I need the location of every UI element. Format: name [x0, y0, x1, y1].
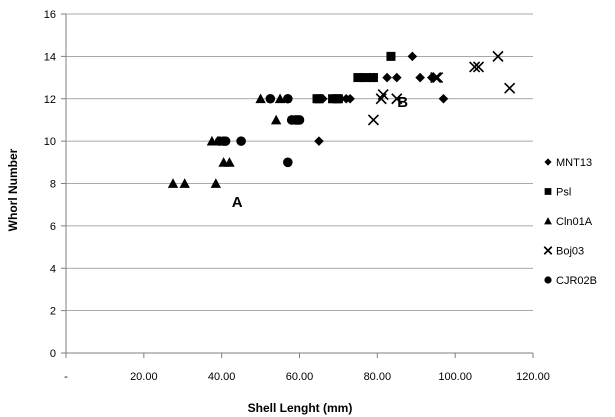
point-psl-8: [386, 51, 396, 61]
x-tick-label: 100.00: [438, 371, 472, 383]
y-tick-label: 14: [44, 51, 56, 63]
point-psl-5: [353, 73, 363, 83]
y-tick-label: 10: [44, 136, 56, 148]
point-cln01a-1: [179, 178, 190, 188]
point-cjr02b-2: [220, 136, 231, 146]
x-tick-label: -: [64, 371, 68, 383]
x-tick-label: 80.00: [364, 371, 392, 383]
legend-label-cjr02b: CJR02B: [556, 275, 597, 287]
y-tick-label: 4: [50, 263, 56, 275]
legend-label-mnt13: MNT13: [556, 157, 592, 169]
legend-label-psl: Psl: [556, 187, 571, 199]
point-psl-1: [314, 94, 324, 104]
point-boj03-2: [377, 88, 389, 101]
data-points: [167, 50, 516, 188]
legend-marker-boj03: [543, 246, 553, 255]
point-psl-7: [368, 73, 378, 83]
point-cjr02b-5: [283, 93, 293, 104]
point-boj03-4: [430, 71, 442, 84]
point-boj03-5: [432, 71, 444, 84]
point-mnt13-4: [345, 93, 355, 104]
x-tick-label: 40.00: [208, 371, 236, 383]
legend-marker-cjr02b: [544, 276, 552, 284]
y-tick-label: 12: [44, 94, 56, 106]
annotations: AB: [232, 94, 408, 211]
point-cln01a-2: [210, 178, 222, 188]
point-cln01a-6: [224, 157, 235, 167]
point-mnt13-0: [314, 136, 324, 146]
point-mnt13-9: [391, 72, 402, 83]
point-mnt13-13: [438, 93, 449, 104]
y-tick-label: 16: [44, 9, 56, 21]
legend-label-cln01a: Cln01A: [556, 216, 593, 228]
point-boj03-9: [504, 82, 516, 94]
annotation-label-b: B: [397, 94, 408, 111]
x-tick-label: 120.00: [516, 371, 550, 383]
legend-label-boj03: Boj03: [556, 246, 584, 258]
legend-marker-mnt13: [544, 158, 552, 166]
point-psl-6: [361, 73, 371, 83]
point-cjr02b-4: [265, 93, 276, 104]
point-mnt13-11: [415, 72, 425, 83]
y-tick-label: 8: [50, 179, 56, 191]
legend: MNT13 Psl Cln01A Boj03 CJR02B: [543, 157, 597, 287]
point-boj03-8: [492, 50, 504, 62]
y-axis-title: Whorl Number: [6, 148, 20, 231]
point-mnt13-10: [407, 51, 418, 62]
point-cjr02b-6: [283, 157, 293, 168]
point-boj03-6: [469, 61, 481, 73]
point-cln01a-9: [274, 93, 286, 104]
y-tick-label: 2: [50, 306, 56, 318]
legend-marker-cln01a: [544, 217, 552, 225]
x-tick-label: 20.00: [130, 371, 158, 383]
point-boj03-0: [367, 114, 380, 126]
point-psl-4: [333, 94, 343, 104]
point-boj03-7: [472, 61, 485, 73]
axes: [61, 13, 534, 358]
x-tick-label: 60.00: [286, 371, 314, 383]
annotation-label-a: A: [232, 194, 243, 211]
point-cjr02b-10: [294, 115, 305, 125]
y-tick-label: 0: [50, 348, 56, 360]
point-cln01a-7: [255, 93, 266, 104]
grid-lines: [66, 13, 533, 312]
point-cln01a-8: [270, 114, 282, 125]
point-cjr02b-3: [236, 136, 246, 146]
tick-labels: - 20.00 40.00 60.00 80.00 100.00 120.00 0 2 4 6 8 10…: [44, 9, 550, 383]
point-cln01a-0: [167, 178, 179, 188]
point-boj03-3: [391, 93, 403, 105]
y-tick-label: 6: [50, 221, 56, 233]
point-mnt13-8: [382, 72, 392, 83]
x-axis-title: Shell Lenght (mm): [248, 401, 353, 415]
legend-marker-psl: [544, 188, 552, 195]
